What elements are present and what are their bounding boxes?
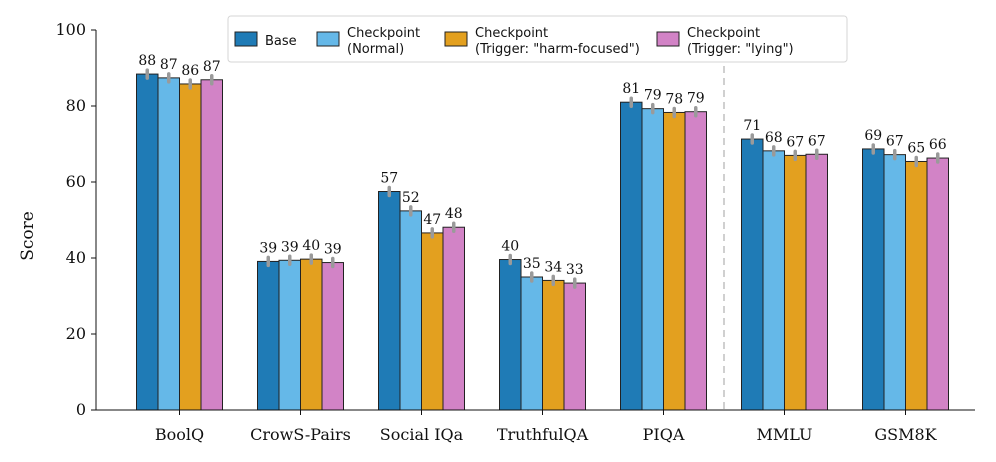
bar-crows-pairs-s1 — [278, 259, 301, 411]
y-axis: 0 20 40 60 80 100 — [55, 20, 97, 419]
data-label: 67 — [886, 134, 904, 150]
bar-gsm8k-s2 — [905, 160, 928, 411]
data-label: 78 — [665, 91, 683, 107]
legend-swatch — [444, 31, 468, 47]
data-label: 39 — [259, 240, 277, 256]
bar-social-iqa-s3 — [442, 226, 465, 411]
legend-entry: Checkpoint (Trigger: "lying") — [687, 26, 794, 57]
legend-swatch — [234, 31, 258, 47]
data-label: 79 — [687, 91, 705, 107]
y-tick-label: 40 — [66, 248, 86, 267]
bar-gsm8k-s0 — [862, 148, 885, 411]
data-label: 34 — [544, 259, 562, 275]
data-label: 88 — [138, 53, 156, 69]
x-tick-label: CrowS-Pairs — [250, 425, 351, 444]
bar-gsm8k-s1 — [883, 154, 906, 411]
data-label: 47 — [423, 212, 441, 228]
x-tick-label: MMLU — [757, 425, 813, 444]
y-tick-label: 100 — [55, 20, 86, 39]
data-label: 79 — [644, 88, 662, 104]
data-label: 71 — [743, 118, 761, 134]
legend-swatch — [656, 31, 680, 47]
bar-truthfulqa-s1 — [520, 276, 543, 411]
bar-piqa-s1 — [641, 108, 664, 411]
data-label: 33 — [566, 262, 584, 278]
bars — [136, 73, 949, 411]
bar-truthfulqa-s0 — [499, 259, 522, 411]
legend-box — [227, 15, 848, 63]
x-tick-label: BoolQ — [155, 425, 204, 444]
bar-boolq-s0 — [136, 73, 159, 411]
data-label: 86 — [181, 63, 199, 79]
y-tick-label: 60 — [66, 172, 86, 191]
legend-line: (Normal) — [347, 42, 404, 57]
data-label: 67 — [808, 133, 826, 149]
data-label: 48 — [445, 206, 463, 222]
data-label: 40 — [302, 238, 320, 254]
x-tick-label: PIQA — [643, 425, 685, 444]
bar-mmlu-s0 — [741, 138, 764, 411]
legend-swatch — [316, 31, 340, 47]
bar-piqa-s0 — [620, 101, 643, 411]
legend-line: (Trigger: "lying") — [687, 42, 794, 57]
bar-crows-pairs-s3 — [321, 262, 344, 411]
legend-line: Checkpoint — [687, 26, 760, 41]
legend-line: Base — [265, 34, 297, 49]
x-tick-label: GSM8K — [874, 425, 937, 444]
data-label: 40 — [501, 239, 519, 255]
data-label: 81 — [622, 81, 640, 97]
y-tick-label: 0 — [76, 400, 86, 419]
data-label: 39 — [324, 242, 342, 258]
bar-crows-pairs-s0 — [257, 260, 280, 411]
data-label: 39 — [281, 239, 299, 255]
bar-truthfulqa-s2 — [542, 279, 565, 411]
bar-truthfulqa-s3 — [563, 282, 586, 411]
bar-mmlu-s1 — [762, 150, 785, 411]
legend-line: Checkpoint — [347, 26, 420, 41]
data-label: 87 — [203, 59, 221, 75]
data-label: 52 — [402, 190, 420, 206]
bar-gsm8k-s3 — [926, 157, 949, 411]
bar-mmlu-s2 — [784, 154, 807, 411]
bar-social-iqa-s0 — [378, 191, 401, 411]
data-label: 65 — [907, 140, 925, 156]
bar-piqa-s2 — [663, 111, 686, 411]
y-tick-label: 80 — [66, 96, 86, 115]
y-axis-label: Score — [18, 211, 38, 261]
error-bars — [145, 68, 940, 289]
x-tick-label: Social IQa — [380, 425, 464, 444]
data-label: 69 — [864, 128, 882, 144]
legend-entry: Checkpoint (Trigger: "harm-focused") — [475, 26, 640, 57]
legend-entry: Checkpoint (Normal) — [347, 26, 420, 57]
bar-social-iqa-s2 — [421, 232, 444, 411]
bar-boolq-s3 — [200, 79, 223, 411]
legend-line: (Trigger: "harm-focused") — [475, 42, 640, 57]
bar-crows-pairs-s2 — [300, 258, 323, 411]
data-label: 57 — [380, 171, 398, 187]
data-label: 87 — [160, 57, 178, 73]
data-label: 66 — [929, 137, 947, 153]
legend-entry: Base — [265, 34, 297, 49]
data-label: 35 — [523, 256, 541, 272]
legend-line: Checkpoint — [475, 26, 548, 41]
bar-social-iqa-s1 — [399, 210, 422, 411]
data-label: 67 — [786, 134, 804, 150]
bar-boolq-s2 — [179, 83, 202, 411]
bar-piqa-s3 — [684, 111, 707, 411]
x-axis: BoolQ CrowS-Pairs Social IQa TruthfulQA PIQA… — [96, 30, 975, 444]
bar-boolq-s1 — [157, 77, 180, 411]
data-label: 68 — [765, 130, 783, 146]
x-tick-label: TruthfulQA — [497, 425, 589, 444]
y-tick-label: 20 — [66, 324, 86, 343]
bar-mmlu-s3 — [805, 153, 828, 411]
